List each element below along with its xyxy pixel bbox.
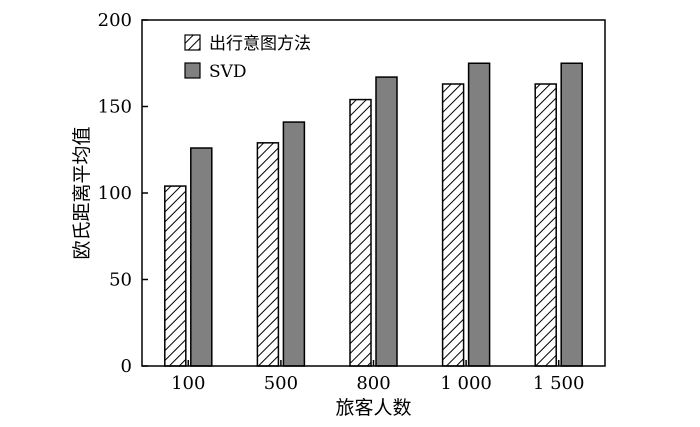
bar-svd-3 <box>467 62 491 367</box>
y-tick-label-1: 50 <box>109 270 132 291</box>
bar-intent-1 <box>256 142 280 367</box>
x-axis-label: 旅客人数 <box>335 397 411 419</box>
x-tick-label-3: 1 000 <box>440 373 492 394</box>
x-tick-label-2: 800 <box>356 373 390 394</box>
x-tick-label-4: 1 500 <box>533 373 585 394</box>
x-tick-label-0: 100 <box>171 373 205 394</box>
y-axis-label: 欧氏距离平均值 <box>71 126 93 259</box>
bar-svd-1 <box>282 121 306 367</box>
legend-label-0: 出行意图方法 <box>209 34 311 54</box>
bar-intent-3 <box>441 83 465 367</box>
y-tick-label-2: 100 <box>98 183 132 204</box>
bar-intent-2 <box>349 98 372 367</box>
bar-svd-0 <box>190 147 213 367</box>
ticks-layer: 0 50 100 150 200 100 500 800 1 000 1 500 <box>98 10 585 394</box>
bar-intent-0 <box>164 185 187 367</box>
y-tick-label-3: 150 <box>98 97 132 118</box>
y-tick-label-0: 0 <box>121 356 132 377</box>
legend: 出行意图方法 SVD <box>184 34 311 82</box>
x-tick-label-1: 500 <box>264 373 298 394</box>
bar-svd-4 <box>560 62 583 367</box>
bars-layer <box>164 62 583 367</box>
y-tick-label-4: 200 <box>98 10 132 31</box>
legend-swatch-1 <box>184 62 201 79</box>
legend-swatch-0 <box>184 34 201 51</box>
bar-intent-4 <box>534 83 557 367</box>
legend-label-1: SVD <box>209 62 247 82</box>
bar-svd-2 <box>375 76 398 367</box>
